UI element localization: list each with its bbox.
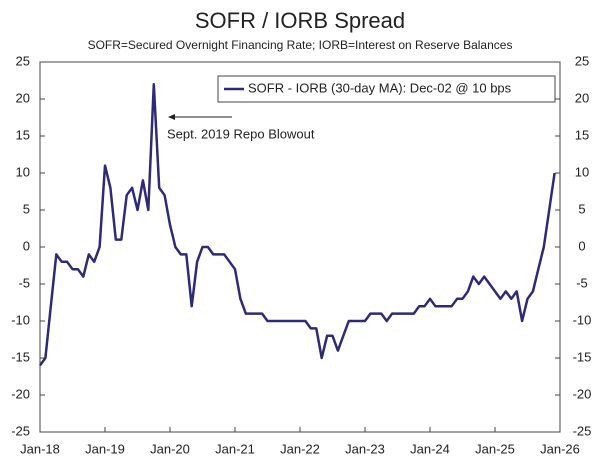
x-tick-label: Jan-21	[215, 441, 255, 456]
y2-tick-label: -5	[576, 275, 588, 290]
annotation: Sept. 2019 Repo Blowout	[167, 126, 315, 141]
y-tick-label: 0	[23, 238, 30, 253]
x-tick-label: Jan-25	[475, 441, 515, 456]
y2-tick-label: -10	[573, 312, 592, 327]
x-tick-label: Jan-22	[280, 441, 320, 456]
y-tick-label: -25	[11, 423, 30, 438]
legend-box	[217, 75, 556, 103]
y-tick-label: -5	[18, 275, 30, 290]
y2-tick-label: -15	[573, 349, 592, 364]
y-tick-label: -15	[11, 349, 30, 364]
x-tick-label: Jan-18	[20, 441, 60, 456]
y2-tick-label: 15	[575, 127, 589, 142]
y-tick-label: -10	[11, 312, 30, 327]
y-tick-label: 5	[23, 201, 30, 216]
chart-title: SOFR / IORB Spread	[195, 8, 405, 33]
legend-label: SOFR - IORB (30-day MA): Dec-02 @ 10 bps	[248, 80, 512, 95]
x-tick-label: Jan-24	[410, 441, 450, 456]
y-tick-label: 15	[16, 127, 30, 142]
y-tick-label: 10	[16, 164, 30, 179]
y-tick-label: 25	[16, 53, 30, 68]
chart-subtitle: SOFR=Secured Overnight Financing Rate; I…	[88, 38, 513, 52]
x-tick-label: Jan-20	[150, 441, 190, 456]
plot-frame	[39, 61, 561, 433]
y2-tick-label: 5	[578, 201, 585, 216]
y-tick-label: 20	[16, 90, 30, 105]
y-tick-label: -20	[11, 386, 30, 401]
x-tick-label: Jan-23	[345, 441, 385, 456]
y2-tick-label: -25	[573, 423, 592, 438]
y2-tick-label: 20	[575, 90, 589, 105]
y2-tick-label: 10	[575, 164, 589, 179]
annotation-arrowhead	[168, 114, 175, 120]
y2-tick-label: -20	[573, 386, 592, 401]
x-tick-label: Jan-26	[540, 441, 580, 456]
y2-tick-label: 0	[578, 238, 585, 253]
series-line	[38, 82, 556, 367]
y2-tick-label: 25	[575, 53, 589, 68]
x-tick-label: Jan-19	[85, 441, 125, 456]
